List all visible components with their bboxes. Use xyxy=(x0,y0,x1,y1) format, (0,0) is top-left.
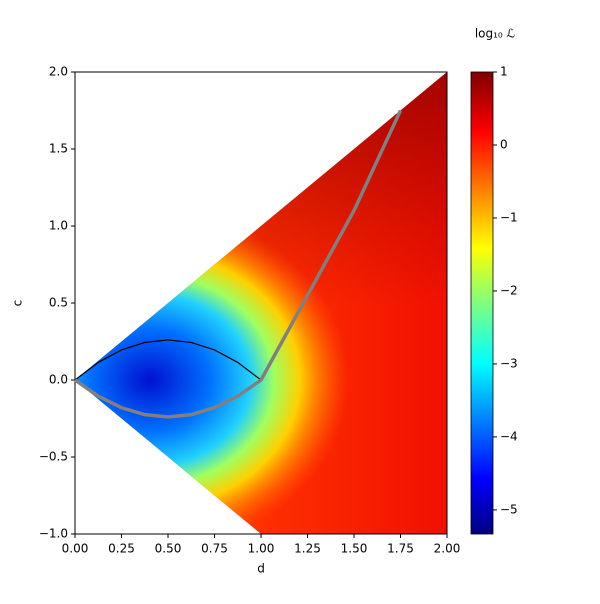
y-tick-label: −1.0 xyxy=(39,527,68,541)
colorbar xyxy=(470,71,494,535)
colorbar-label: log₁₀ ℒ xyxy=(475,27,515,41)
x-axis-label: d xyxy=(257,562,265,576)
curve xyxy=(74,109,403,419)
colorbar-tick-label: −1 xyxy=(500,210,518,224)
y-tick-label: −0.5 xyxy=(39,450,68,464)
x-tick-label: 2.00 xyxy=(434,542,461,556)
x-tick-label: 0.00 xyxy=(62,542,89,556)
colorbar-tick-label: 1 xyxy=(500,65,508,79)
y-axis-label: c xyxy=(11,300,25,307)
heatmap xyxy=(75,72,447,534)
y-tick-label: 1.5 xyxy=(49,142,68,156)
colorbar-tick-label: −4 xyxy=(500,429,518,443)
x-tick-label: 0.25 xyxy=(108,542,135,556)
x-tick-label: 1.25 xyxy=(294,542,321,556)
x-tick-label: 0.75 xyxy=(201,542,228,556)
curve xyxy=(74,339,262,381)
y-tick-label: 0.5 xyxy=(49,296,68,310)
x-tick-label: 1.50 xyxy=(341,542,368,556)
y-tick-label: 2.0 xyxy=(49,65,68,79)
x-tick-label: 1.75 xyxy=(387,542,414,556)
y-tick-label: 0.0 xyxy=(49,373,68,387)
colorbar-tick-label: −3 xyxy=(500,356,518,370)
colorbar-tick-label: 0 xyxy=(500,137,508,151)
x-tick-label: 0.50 xyxy=(155,542,182,556)
x-tick-label: 1.00 xyxy=(248,542,275,556)
y-tick-label: 1.0 xyxy=(49,219,68,233)
colorbar-tick-label: −2 xyxy=(500,283,518,297)
colorbar-tick-label: −5 xyxy=(500,502,518,516)
